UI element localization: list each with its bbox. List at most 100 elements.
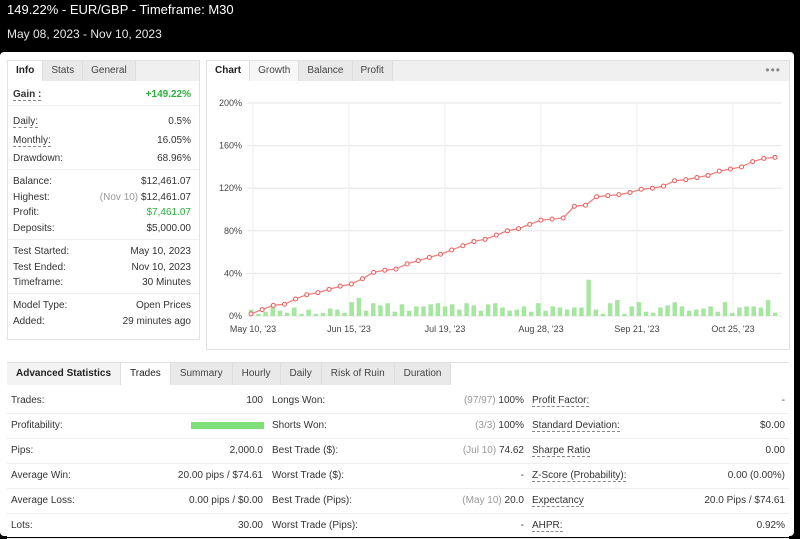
stat-label[interactable]: Standard Deviation:	[532, 420, 620, 432]
growth-point	[638, 186, 644, 192]
stat-label[interactable]: Profit Factor:	[532, 395, 590, 407]
info-panel: Info Stats General Gain : +149.22% Daily…	[7, 60, 200, 340]
stat-label[interactable]: Expectancy	[532, 495, 584, 507]
volume-bar	[686, 310, 692, 316]
volume-bar	[672, 302, 678, 316]
stat-label[interactable]: Sharpe Ratio	[532, 445, 591, 457]
tab-stats[interactable]: Stats	[43, 61, 84, 81]
added-label: Added:	[13, 316, 45, 327]
monthly-row: Monthly: 16.05%	[13, 135, 191, 147]
growth-point	[672, 178, 678, 184]
volume-bar	[378, 305, 383, 316]
volume-bar	[493, 303, 498, 316]
tab-general[interactable]: General	[83, 61, 136, 81]
tab-profit[interactable]: Profit	[352, 61, 393, 81]
daily-label[interactable]: Daily:	[13, 116, 39, 128]
volume-bar	[607, 303, 613, 316]
growth-point	[482, 236, 488, 242]
volume-bar	[579, 307, 584, 316]
volume-bar	[356, 297, 362, 316]
growth-point	[750, 159, 756, 165]
volume-bar	[550, 306, 555, 316]
monthly-label[interactable]: Monthly:	[13, 135, 51, 147]
volume-bar	[371, 303, 376, 316]
highest-row: Highest: (Nov 10) $12,461.07	[13, 192, 191, 203]
tab-balance[interactable]: Balance	[299, 61, 353, 81]
volume-bar	[615, 300, 620, 316]
stat-label: Best Trade ($):	[272, 445, 339, 456]
growth-point	[549, 216, 555, 222]
stat-value: 0.00	[765, 445, 785, 456]
volume-bar	[701, 308, 706, 316]
drawdown-row: Drawdown: 68.96%	[13, 153, 191, 164]
stats-row: Average Win: 20.00 pips / $74.61 Worst Tra…	[7, 463, 789, 489]
growth-point	[727, 166, 733, 172]
tab-chart[interactable]: Chart	[207, 61, 251, 81]
stat-label[interactable]: AHPR:	[532, 520, 563, 532]
growth-point	[560, 215, 566, 221]
growth-point	[304, 292, 310, 298]
stats-row: Pips: 2,000.0 Best Trade ($): (Jul 10) 74.6…	[7, 438, 789, 464]
volume-bar	[457, 309, 462, 316]
tab-advanced-statistics[interactable]: Advanced Statistics	[7, 363, 122, 385]
chart-tabs: Chart Growth Balance Profit	[207, 61, 789, 81]
tab-growth[interactable]: Growth	[250, 61, 300, 81]
growth-point	[594, 194, 600, 200]
drawdown-value: 68.96%	[157, 153, 191, 164]
growth-point	[739, 164, 745, 170]
volume-bar	[421, 306, 426, 316]
model-type-row: Model Type: Open Prices	[13, 300, 191, 311]
stats-tabs: Advanced Statistics Trades Summary Hourl…	[7, 363, 789, 385]
test-ended-value: Nov 10, 2023	[131, 262, 192, 273]
growth-point	[493, 232, 499, 238]
chart-menu-icon[interactable]: •••	[765, 63, 781, 77]
volume-bar	[758, 307, 764, 316]
volume-bar	[536, 303, 541, 316]
stat-value: 20.00 pips / $74.61	[177, 470, 263, 481]
main-card: Info Stats General Gain : +149.22% Daily…	[0, 52, 794, 539]
x-tick-label: Jul 19, '23	[425, 324, 466, 334]
stat-value: 0.00 pips / $0.00	[189, 495, 263, 506]
test-started-row: Test Started: May 10, 2023	[13, 246, 191, 257]
model-type-label: Model Type:	[13, 300, 68, 311]
growth-point	[248, 311, 254, 317]
advanced-stats-panel: Advanced Statistics Trades Summary Hourl…	[7, 362, 789, 539]
highest-value: $12,461.07	[140, 192, 191, 203]
volume-bar	[622, 313, 627, 316]
tab-hourly[interactable]: Hourly	[232, 363, 281, 385]
y-tick-label: 120%	[219, 183, 242, 193]
growth-point	[359, 276, 365, 282]
stats-row: Lots: 30.00 Worst Trade (Pips): - AHPR: 0.92…	[7, 513, 789, 539]
stat-label: Longs Won:	[272, 395, 326, 406]
growth-point	[661, 183, 667, 189]
tab-duration[interactable]: Duration	[394, 363, 452, 385]
stat-label: Pips:	[11, 445, 34, 456]
chart-panel: Chart Growth Balance Profit ••• 0% 40% 80%…	[206, 60, 790, 350]
tab-risk-of-ruin[interactable]: Risk of Ruin	[321, 363, 395, 385]
stat-value: -	[520, 520, 524, 531]
growth-point	[348, 281, 354, 287]
profitability-bar	[191, 413, 264, 438]
x-tick-label: Jun 15, '23	[327, 324, 371, 334]
deposits-row: Deposits: $5,000.00	[13, 223, 191, 234]
growth-point	[382, 267, 388, 273]
tab-daily[interactable]: Daily	[280, 363, 322, 385]
stat-value: 20.0	[504, 495, 524, 506]
stat-label[interactable]: Z-Score (Probability):	[532, 470, 627, 482]
volume-bar	[694, 309, 699, 316]
tab-info[interactable]: Info	[8, 61, 44, 81]
volume-bar	[342, 312, 347, 316]
volume-bar	[277, 310, 283, 316]
stat-value: 100	[246, 395, 263, 406]
volume-bar	[363, 310, 369, 316]
gain-label[interactable]: Gain :	[13, 89, 42, 101]
x-tick-label: Sep 21, '23	[614, 324, 659, 334]
test-ended-label: Test Ended:	[13, 262, 66, 273]
growth-point	[772, 154, 778, 160]
profit-row: Profit: $7,461.07	[13, 207, 191, 218]
gain-row: Gain : +149.22%	[13, 89, 191, 101]
tab-trades[interactable]: Trades	[121, 363, 171, 385]
tab-summary[interactable]: Summary	[170, 363, 233, 385]
volume-bar	[507, 310, 512, 316]
stat-label: Lots:	[11, 520, 33, 531]
